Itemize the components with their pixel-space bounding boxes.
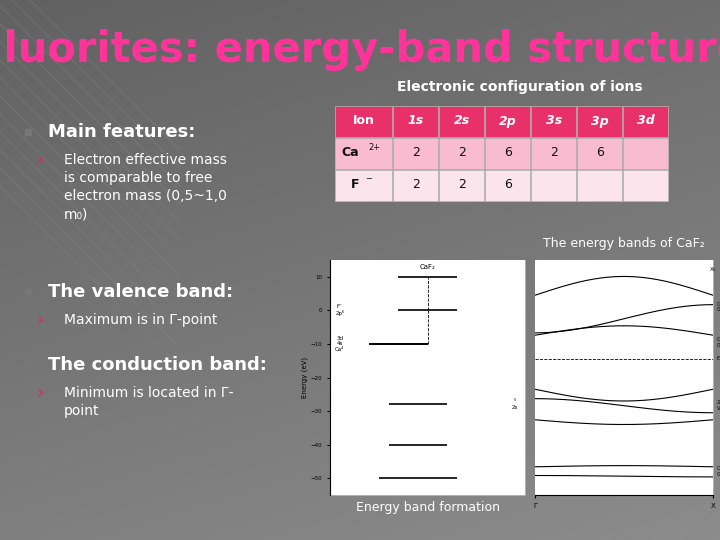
Text: CaF₂: CaF₂ [420,264,436,270]
Bar [577,138,622,169]
Text: Fluorites: energy-band structure: Fluorites: energy-band structure [0,29,720,71]
Text: 2: 2 [412,179,420,192]
Text: Ca⁺⁺(4s)
COND: Ca⁺⁺(4s) COND [716,337,720,348]
Text: 1s: 1s [408,114,424,127]
Text: 2: 2 [412,146,420,159]
Bar [531,170,576,201]
Bar [439,138,484,169]
Text: F: F [351,179,359,192]
Text: ›: › [36,384,43,402]
Bar [577,106,622,137]
Text: Electron effective mass: Electron effective mass [64,153,227,167]
Bar [623,170,668,201]
Text: Ca: Ca [342,146,359,159]
Text: Electronic configuration of ions: Electronic configuration of ions [397,80,643,94]
Text: Eⁱ: Eⁱ [716,356,720,361]
Bar [439,170,484,201]
Text: 2+: 2+ [369,143,380,152]
Text: 2: 2 [458,146,466,159]
Bar [330,260,525,495]
Text: point: point [64,404,99,418]
Text: 3d: 3d [637,114,655,127]
Text: 6: 6 [596,146,604,159]
Text: Energy band formation: Energy band formation [356,501,500,514]
Bar [535,260,713,495]
Text: Ca⁺⁺(3d)
COND: Ca⁺⁺(3d) COND [716,302,720,313]
Text: Minimum is located in Γ-: Minimum is located in Γ- [64,386,233,400]
Text: 2: 2 [550,146,558,159]
Text: The conduction band:: The conduction band: [48,356,267,374]
Bar [623,106,668,137]
Bar [577,170,622,201]
Bar [623,138,668,169]
Text: Ca⁺⁺(3p)
CORE: Ca⁺⁺(3p) CORE [716,466,720,477]
Y-axis label: Energy (eV): Energy (eV) [302,357,308,398]
Text: X₃: X₃ [709,267,716,272]
Bar [393,106,438,137]
Text: ›: › [36,311,43,329]
Text: 2s: 2s [454,114,470,127]
Text: 2p: 2p [499,114,517,127]
Text: ›: › [36,151,43,169]
Bar [393,170,438,201]
Text: Main features:: Main features: [48,123,195,141]
Text: 3s: 3s [546,114,562,127]
Text: m₀): m₀) [64,207,89,221]
Bar [485,138,530,169]
Text: Maximum is in Γ-point: Maximum is in Γ-point [64,313,217,327]
Text: 3d
4s
Ca⁴: 3d 4s Ca⁴ [335,336,344,352]
Text: 6: 6 [504,179,512,192]
Bar [335,170,392,201]
Bar [335,138,392,169]
Text: Ion: Ion [353,114,375,127]
Text: is comparable to free: is comparable to free [64,171,212,185]
Bar [531,138,576,169]
Bar [531,106,576,137]
Text: electron mass (0,5~1,0: electron mass (0,5~1,0 [64,189,227,203]
Text: F⁻
2p⁶: F⁻ 2p⁶ [336,305,344,316]
Text: 6: 6 [504,146,512,159]
Text: The energy bands of CaF₂: The energy bands of CaF₂ [543,238,705,251]
Text: ⁵
2s: ⁵ 2s [512,399,518,410]
Text: −: − [365,174,372,184]
Bar [485,106,530,137]
Text: 3p: 3p [591,114,609,127]
Bar [393,138,438,169]
Text: 2F⁻(2p)
VAL: 2F⁻(2p) VAL [716,400,720,411]
Bar [335,106,392,137]
Text: The valence band:: The valence band: [48,283,233,301]
Text: 2: 2 [458,179,466,192]
Bar [439,106,484,137]
Bar [485,170,530,201]
